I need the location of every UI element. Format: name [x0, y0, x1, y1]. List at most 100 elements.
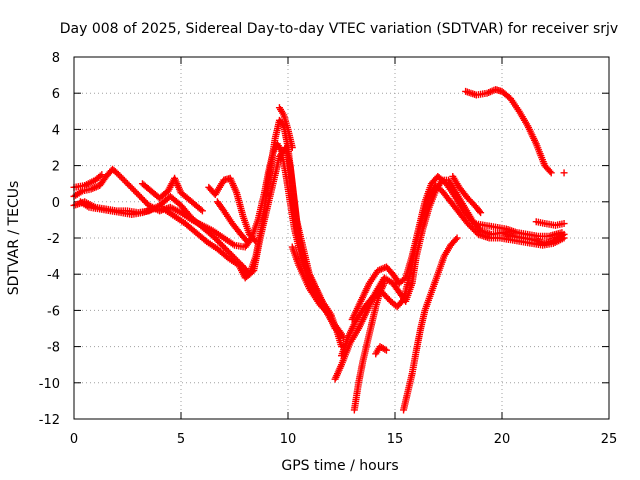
- data-point: [471, 227, 479, 235]
- data-point: [318, 303, 326, 311]
- data-point: [127, 183, 135, 191]
- series-17: [532, 218, 568, 229]
- series-2: [70, 116, 348, 342]
- data-point: [288, 144, 296, 151]
- data-point: [325, 310, 333, 318]
- x-tick-label: 5: [177, 432, 185, 447]
- data-point: [211, 234, 219, 242]
- data-point: [218, 241, 226, 249]
- series-16: [462, 86, 555, 177]
- data-point: [221, 245, 229, 253]
- data-point: [322, 307, 330, 315]
- plot-frame: [73, 56, 610, 420]
- data-point: [224, 248, 232, 256]
- data-point: [122, 178, 130, 186]
- x-tick-label: 0: [70, 432, 78, 447]
- data-point: [113, 169, 121, 177]
- data-point: [398, 297, 406, 305]
- x-tick-label: 20: [494, 432, 511, 447]
- y-tick-label: -12: [39, 413, 60, 428]
- data-point: [96, 172, 104, 180]
- y-tick-label: -6: [47, 304, 60, 319]
- data-point: [547, 169, 555, 177]
- data-point: [198, 207, 206, 215]
- chart-title: Day 008 of 2025, Sidereal Day-to-day VTE…: [60, 21, 618, 37]
- data-point: [452, 235, 460, 243]
- data-point: [220, 243, 228, 251]
- series-4: [138, 174, 206, 215]
- data-point: [316, 301, 324, 309]
- data-point: [212, 235, 220, 243]
- y-tick-label: 4: [52, 123, 60, 138]
- data-point: [242, 236, 250, 244]
- data-point: [380, 279, 388, 287]
- data-point: [131, 187, 139, 195]
- data-point: [324, 309, 332, 317]
- data-point: [120, 177, 128, 185]
- data-point: [319, 304, 327, 312]
- data-point: [125, 181, 133, 189]
- series-13: [372, 343, 390, 358]
- data-point: [321, 306, 329, 314]
- data-point: [465, 221, 473, 229]
- x-tick-label: 25: [601, 432, 618, 447]
- series-9: [331, 176, 568, 383]
- data-point: [468, 224, 476, 232]
- data-point: [209, 232, 217, 240]
- data-point: [381, 345, 389, 353]
- data-point: [558, 229, 566, 237]
- y-axis-label: SDTVAR / TECUs: [6, 181, 22, 296]
- x-tick-label: 10: [280, 432, 297, 447]
- data-point: [119, 175, 127, 183]
- data-point: [214, 237, 222, 245]
- series-8: [288, 243, 335, 320]
- data-point: [382, 346, 390, 354]
- data-point: [560, 234, 568, 242]
- series-12: [350, 279, 388, 414]
- series-7: [275, 104, 296, 151]
- data-point: [134, 191, 142, 199]
- data-point: [453, 234, 461, 242]
- y-tick-label: -2: [47, 232, 60, 247]
- series-11: [348, 172, 566, 323]
- data-point: [142, 198, 150, 206]
- data-point: [117, 173, 125, 181]
- series-6: [213, 198, 251, 246]
- y-tick-label: -10: [39, 377, 60, 392]
- series-15: [449, 172, 485, 217]
- data-point: [223, 246, 231, 254]
- data-point: [560, 169, 568, 177]
- y-tick-label: 6: [52, 87, 60, 102]
- series-3: [76, 144, 345, 351]
- data-point: [251, 236, 259, 244]
- data-point: [130, 186, 138, 194]
- data-point: [470, 226, 478, 234]
- data-point: [467, 223, 475, 231]
- data-point: [217, 240, 225, 248]
- data-points: [70, 86, 568, 414]
- data-point: [128, 184, 136, 192]
- data-point: [226, 249, 234, 257]
- data-point: [124, 180, 131, 188]
- series-18: [560, 169, 568, 177]
- data-point: [136, 192, 144, 200]
- axis-ticks: 0 5 10 15 20 25 -12 -10 -8 -6 -4 -2 0 2 4 6 8: [39, 51, 618, 447]
- data-point: [114, 170, 122, 178]
- data-point: [546, 167, 554, 175]
- y-tick-label: -4: [47, 268, 60, 283]
- data-point: [327, 312, 335, 320]
- y-tick-label: 0: [52, 196, 60, 211]
- data-point: [243, 238, 251, 246]
- data-point: [476, 207, 484, 215]
- data-point: [477, 209, 485, 217]
- data-point: [139, 195, 147, 203]
- series-14: [400, 234, 461, 414]
- data-point: [252, 238, 260, 246]
- y-tick-label: 8: [52, 51, 60, 66]
- data-point: [560, 220, 568, 228]
- series-5: [205, 174, 260, 246]
- data-point: [133, 189, 141, 197]
- data-point: [140, 197, 148, 205]
- x-axis-label: GPS time / hours: [281, 458, 398, 474]
- data-point: [215, 238, 223, 246]
